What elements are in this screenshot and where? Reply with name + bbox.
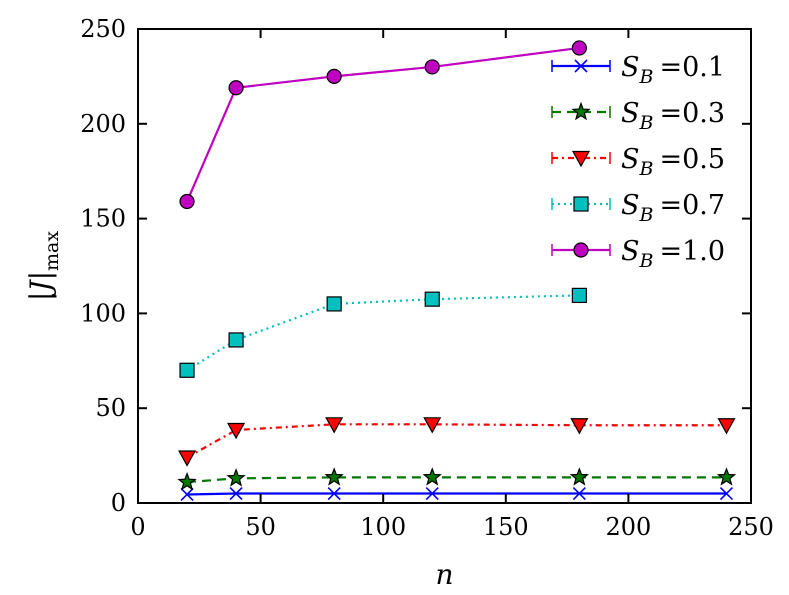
series-2-point-5: [717, 418, 736, 435]
y-axis-label-main: |J|: [24, 271, 57, 301]
x-tick-label-1: 50: [245, 513, 276, 541]
y-tick-label-5: 250: [80, 15, 126, 43]
series-3-point-0: [179, 362, 195, 378]
y-axis-label: |J|max: [24, 231, 63, 301]
series-1-point-0: [177, 471, 197, 491]
series-0-point-5: [719, 486, 734, 501]
series-1-point-2: [324, 467, 344, 486]
series-0-point-4: [572, 486, 586, 501]
legend-subscript-0: B: [639, 66, 654, 88]
x-tick-label-4: 200: [605, 513, 651, 541]
legend-value-2: =0.5: [659, 144, 725, 175]
series-1-point-5: [716, 467, 737, 486]
series-2-line: [186, 423, 727, 459]
legend-symbol-2: S: [621, 144, 640, 175]
legend-value-0: =0.1: [659, 52, 725, 83]
series-0-point-0: [180, 487, 194, 502]
legend: SB =0.1SB =0.3SB =0.5SB =0.7SB =1.0: [551, 52, 725, 272]
series-1-point-3: [422, 467, 442, 486]
series-2-point-2: [325, 417, 344, 434]
series-4-point-3: [424, 59, 440, 75]
plot-markers: [177, 40, 737, 502]
legend-marker-2: [571, 150, 591, 168]
series-0-point-3: [425, 486, 439, 501]
series-3-point-2: [326, 296, 342, 312]
x-tick-label-2: 100: [360, 513, 406, 541]
series-3-point-1: [228, 332, 244, 348]
series-2-point-3: [423, 417, 442, 434]
plot-frame: [137, 28, 752, 504]
legend-value-1: =0.3: [659, 98, 725, 129]
y-tick-label-0: 0: [111, 489, 126, 517]
legend-marker-3: [573, 196, 589, 212]
legend-marker-4: [573, 242, 589, 258]
series-4-point-0: [179, 193, 195, 210]
legend-subscript-1: B: [639, 112, 654, 134]
x-axis-label: n: [435, 558, 453, 591]
series-0-point-1: [229, 486, 243, 501]
legend-label-1: SB =0.3: [621, 98, 725, 134]
legend-label-4: SB =1.0: [621, 236, 725, 272]
legend-symbol-1: S: [621, 98, 640, 129]
legend-label-3: SB =0.7: [621, 190, 725, 226]
legend-label-0: SB =0.1: [621, 52, 725, 88]
x-tick-label-0: 0: [130, 513, 145, 541]
y-tick-label-2: 100: [80, 299, 126, 327]
legend-subscript-3: B: [639, 204, 654, 226]
legend-subscript-2: B: [639, 158, 654, 180]
y-tick-label-4: 200: [80, 110, 126, 138]
series-1-line: [186, 476, 727, 484]
x-tick-label-5: 250: [728, 513, 774, 541]
series-1-point-1: [226, 468, 246, 487]
legend-value-4: =1.0: [659, 236, 725, 267]
legend-symbol-3: S: [621, 190, 640, 221]
y-axis-label-sub: max: [41, 231, 63, 271]
series-3-point-3: [424, 291, 440, 307]
legend-label-2: SB =0.5: [621, 144, 725, 180]
legend-marker-0: [574, 59, 588, 73]
y-tick-label-1: 50: [95, 394, 126, 422]
series-2-point-4: [570, 418, 589, 435]
series-1-point-4: [569, 467, 590, 486]
series-2-point-0: [178, 450, 197, 467]
series-3-point-4: [571, 287, 587, 303]
series-4-point-1: [228, 80, 244, 96]
legend-symbol-4: S: [621, 236, 640, 267]
legend-subscript-4: B: [639, 250, 654, 272]
series-4-point-2: [326, 68, 342, 85]
legend-value-3: =0.7: [659, 190, 725, 221]
axis-ticks: 0 50 100 150 200 250 0 50 100 150 200 250: [80, 15, 774, 541]
legend-symbol-0: S: [621, 52, 640, 83]
series-0-line: [187, 492, 727, 496]
x-tick-label-3: 150: [483, 513, 529, 541]
series-0-point-2: [327, 486, 341, 501]
series-4-point-4: [571, 40, 587, 56]
legend-marker-1: [571, 101, 591, 121]
series-2-point-1: [227, 422, 246, 440]
y-tick-label-3: 150: [80, 205, 126, 233]
